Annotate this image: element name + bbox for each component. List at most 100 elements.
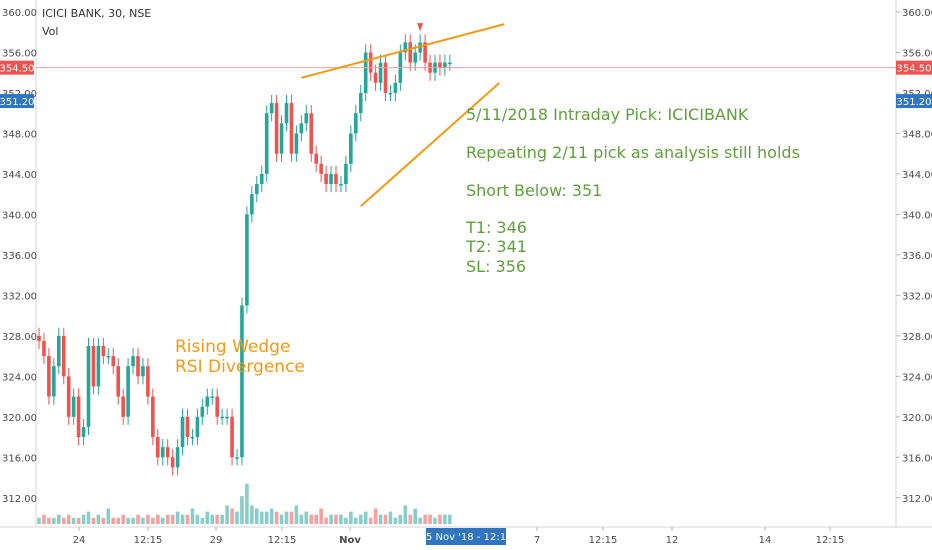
y-tick-label-right: 360.00	[902, 8, 932, 19]
candle-body	[418, 42, 422, 53]
volume-bar	[225, 505, 229, 524]
candle-body	[111, 356, 116, 367]
trade-note-5: T2: 341	[465, 237, 527, 256]
candle-body	[71, 396, 76, 417]
y-tick-label-left: 356.00	[2, 48, 37, 59]
volume-bar	[111, 517, 116, 524]
volume-bar	[151, 517, 155, 524]
x-tick-label: 24	[73, 535, 86, 546]
candle-body	[294, 133, 299, 154]
y-tick-label-left: 320.00	[2, 413, 37, 424]
volume-bar	[245, 483, 249, 524]
candle-body	[309, 113, 314, 154]
candle-body	[264, 113, 269, 174]
volume-bar	[309, 514, 314, 524]
candle-body	[383, 62, 388, 93]
candle-body	[304, 113, 309, 124]
candle-body	[388, 92, 393, 95]
peak-marker	[417, 23, 424, 32]
candle-body	[86, 345, 91, 427]
candle-body	[210, 396, 215, 399]
trade-note-1: 5/11/2018 Intraday Pick: ICICIBANK	[466, 105, 749, 124]
candle-body	[349, 133, 353, 164]
volume-bar	[448, 514, 452, 524]
y-tick-label-left: 340.00	[2, 210, 37, 221]
volume-bar	[170, 514, 175, 524]
candle-body	[240, 305, 244, 458]
x-tick-label: 7	[534, 535, 540, 546]
candle-body	[289, 103, 294, 154]
volume-bar	[136, 514, 140, 524]
candle-body	[185, 416, 190, 438]
volume-bar	[47, 517, 51, 524]
volume-bar	[235, 511, 239, 524]
volume-bar	[195, 514, 200, 524]
volume-bar	[106, 508, 111, 524]
volume-bar	[289, 511, 294, 524]
pattern-annotation-line2: RSI Divergence	[175, 357, 305, 377]
volume-bar	[344, 517, 348, 524]
volume-bar	[101, 517, 106, 524]
volume-bar	[57, 514, 61, 524]
volume-bar	[160, 517, 165, 524]
volume-bar	[121, 514, 125, 524]
candle-body	[160, 447, 165, 458]
volume-bar	[81, 514, 86, 524]
candle-body	[274, 103, 279, 154]
candle-body	[393, 82, 398, 93]
trade-note-6: SL: 356	[466, 257, 526, 276]
candle-body	[220, 416, 224, 419]
volume-bar	[146, 514, 150, 524]
symbol-title: ICICI BANK, 30, NSE	[42, 7, 151, 20]
candle-body	[245, 214, 249, 306]
volume-bar	[126, 517, 130, 524]
candle-body	[101, 345, 106, 357]
x-tick-label: 14	[759, 535, 772, 546]
y-tick-label-left: 324.00	[2, 372, 37, 383]
candle-body	[319, 163, 323, 174]
candle-body	[368, 52, 373, 73]
candle-body	[250, 194, 254, 215]
volume-label: Vol	[42, 25, 58, 38]
volume-bar	[274, 511, 279, 524]
candle-body	[284, 103, 289, 124]
candle-body	[151, 396, 155, 438]
candle-body	[180, 416, 185, 448]
y-tick-label-right: 324.00	[902, 372, 932, 383]
volume-bar	[96, 514, 101, 524]
volume-bar	[61, 517, 66, 524]
volume-bar	[284, 511, 289, 524]
wedge-trend-line	[301, 23, 505, 79]
candle-body	[42, 340, 46, 357]
candle-body	[408, 42, 413, 63]
price-tag-right-box	[896, 94, 932, 109]
volume-bar	[373, 508, 378, 524]
x-tick-label: 12:15	[589, 535, 618, 546]
candle-body	[66, 376, 71, 417]
volume-bar	[156, 514, 160, 524]
wedge-trend-line	[360, 82, 501, 208]
candle-body	[378, 62, 383, 83]
x-tick-label: Nov	[339, 535, 361, 546]
volume-bar	[294, 505, 299, 524]
volume-bar	[269, 508, 274, 524]
y-tick-label-right: 356.00	[902, 48, 932, 59]
trade-note-2: Repeating 2/11 pick as analysis still ho…	[466, 143, 800, 162]
crosshair-date-label: 05 Nov '18 - 12:15	[420, 532, 513, 543]
y-tick-label-left: 332.00	[2, 291, 37, 302]
candle-body	[448, 62, 452, 65]
volume-bar	[304, 511, 309, 524]
y-tick-label-right: 320.00	[902, 413, 932, 424]
candle-body	[363, 52, 368, 93]
y-tick-label-left: 336.00	[2, 251, 37, 262]
candle-body	[373, 72, 378, 83]
volume-bar	[76, 517, 81, 524]
candle-body	[170, 457, 175, 468]
y-tick-label-right: 316.00	[902, 453, 932, 464]
trade-note-4: T1: 346	[465, 218, 527, 237]
volume-bar	[175, 511, 180, 524]
volume-bar	[264, 511, 269, 524]
trade-note-3: Short Below: 351	[466, 181, 602, 200]
